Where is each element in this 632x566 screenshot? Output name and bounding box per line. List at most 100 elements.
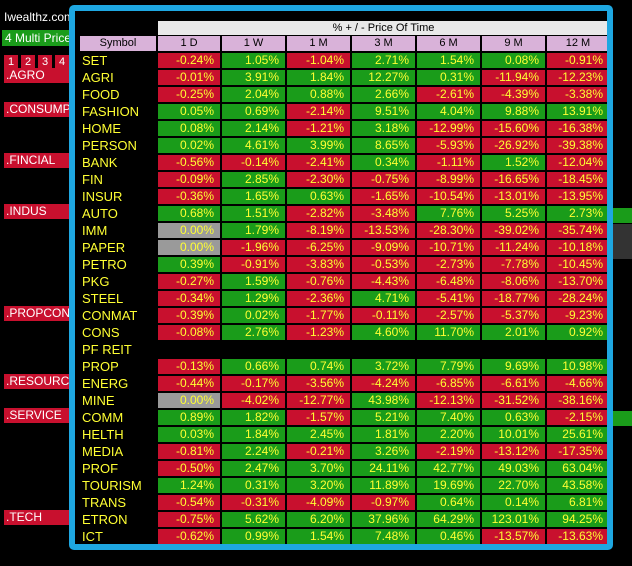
symbol-cell[interactable]: ETRON <box>82 512 128 527</box>
table-row[interactable]: TRANS -0.54% -0.31% -4.09% -0.97% 0.64% 0.14% 6… <box>80 494 607 511</box>
symbol-cell[interactable]: STEEL <box>82 291 124 306</box>
symbol-cell[interactable]: INSUR <box>82 189 123 204</box>
table-row[interactable]: FIN -0.09% 2.85% -2.30% -0.75% -8.99% -16.65% -… <box>80 171 607 188</box>
value-cell: 2.85% <box>222 172 285 187</box>
symbol-cell[interactable]: MINE <box>82 393 115 408</box>
table-row[interactable]: FOOD -0.25% 2.04% 0.88% 2.66% -2.61% -4.39% -3.… <box>80 86 607 103</box>
table-row[interactable]: PROF -0.50% 2.47% 3.70% 24.11% 42.77% 49.03% 63… <box>80 460 607 477</box>
symbol-cell[interactable]: FOOD <box>82 87 120 102</box>
sector-service[interactable]: .SERVICE <box>4 408 80 423</box>
value-cell: -4.02% <box>222 393 285 408</box>
value-cell: -39.02% <box>482 223 545 238</box>
table-row[interactable]: AUTO 0.68% 1.51% -2.82% -3.48% 7.76% 5.25% 2.73… <box>80 205 607 222</box>
symbol-cell[interactable]: TOURISM <box>82 478 142 493</box>
value-cell: -0.01% <box>158 70 220 85</box>
value-cell: -13.57% <box>482 529 545 544</box>
symbol-cell[interactable]: AUTO <box>82 206 118 221</box>
table-row[interactable]: PETRO 0.39% -0.91% -3.83% -0.53% -2.73% -7.78%… <box>80 256 607 273</box>
value-cell: -0.24% <box>158 53 220 68</box>
value-cell: -0.27% <box>158 274 220 289</box>
table-row[interactable]: SET -0.24% 1.05% -1.04% 2.71% 1.54% 0.08% -0.91… <box>80 52 607 69</box>
symbol-cell[interactable]: FASHION <box>82 104 140 119</box>
table-row[interactable]: INSUR -0.36% 1.65% 0.63% -1.65% -10.54% -13.01… <box>80 188 607 205</box>
value-cell: -11.24% <box>482 240 545 255</box>
symbol-cell[interactable]: BANK <box>82 155 118 170</box>
symbol-cell[interactable]: IMM <box>82 223 108 238</box>
col-header-1d[interactable]: 1 D <box>158 36 220 51</box>
symbol-header[interactable]: Symbol <box>80 36 156 51</box>
table-row[interactable]: PKG -0.27% 1.59% -0.76% -4.43% -6.48% -8.06% -1… <box>80 273 607 290</box>
table-row[interactable]: CONS -0.08% 2.76% -1.23% 4.60% 11.70% 2.01% 0.9… <box>80 324 607 341</box>
table-row[interactable]: PAPER 0.00% -1.96% -6.25% -9.09% -10.71% -11.2… <box>80 239 607 256</box>
table-row[interactable]: AGRI -0.01% 3.91% 1.84% 12.27% 0.31% -11.94% -1… <box>80 69 607 86</box>
value-cell: 10.98% <box>547 359 607 374</box>
sector-fincial[interactable]: .FINCIAL <box>4 153 80 168</box>
table-row[interactable]: COMM 0.89% 1.82% -1.57% 5.21% 7.40% 0.63% -2.15… <box>80 409 607 426</box>
value-cell: 3.26% <box>352 444 415 459</box>
symbol-cell[interactable]: PKG <box>82 274 110 289</box>
sector-indus[interactable]: .INDUS <box>4 204 80 219</box>
symbol-cell[interactable]: PERSON <box>82 138 137 153</box>
table-row[interactable]: PERSON 0.02% 4.61% 3.99% 8.65% -5.93% -26.92% -… <box>80 137 607 154</box>
symbol-cell[interactable]: HELTH <box>82 427 124 442</box>
value-cell: -0.11% <box>352 308 415 323</box>
symbol-cell[interactable]: PF REIT <box>82 342 132 357</box>
table-row[interactable]: MINE 0.00% -4.02% -12.77% 43.98% -12.13% -31.5… <box>80 392 607 409</box>
symbol-cell[interactable]: ENERG <box>82 376 129 391</box>
col-header-6m[interactable]: 6 M <box>417 36 480 51</box>
value-cell: -2.61% <box>417 87 480 102</box>
value-cell: 49.03% <box>482 461 545 476</box>
page-button-3[interactable]: 3 <box>38 55 52 69</box>
value-cell: 6.81% <box>547 495 607 510</box>
multi-price-button[interactable]: 4 Multi Price <box>2 30 78 46</box>
page-button-1[interactable]: 1 <box>4 55 18 69</box>
value-cell: 2.73% <box>547 206 607 221</box>
symbol-cell[interactable]: PETRO <box>82 257 127 272</box>
sector-resourc[interactable]: .RESOURC <box>4 374 80 389</box>
symbol-cell[interactable]: CONMAT <box>82 308 138 323</box>
symbol-cell[interactable]: PROF <box>82 461 119 476</box>
symbol-cell[interactable]: PAPER <box>82 240 126 255</box>
page-button-2[interactable]: 2 <box>21 55 35 69</box>
col-header-1m[interactable]: 1 M <box>287 36 350 51</box>
table-row[interactable]: HOME 0.08% 2.14% -1.21% 3.18% -12.99% -15.60% -… <box>80 120 607 137</box>
table-row[interactable]: PF REIT <box>80 341 607 358</box>
table-row[interactable]: HELTH 0.03% 1.84% 2.45% 1.81% 2.20% 10.01% 25.6… <box>80 426 607 443</box>
table-row[interactable]: FASHION 0.05% 0.69% -2.14% 9.51% 4.04% 9.88% 13… <box>80 103 607 120</box>
value-cell: -15.60% <box>482 121 545 136</box>
page-button-4[interactable]: 4 <box>55 55 69 69</box>
table-row[interactable]: ENERG -0.44% -0.17% -3.56% -4.24% -6.85% -6.61… <box>80 375 607 392</box>
value-cell: 9.51% <box>352 104 415 119</box>
table-row[interactable]: PROP -0.13% 0.66% 0.74% 3.72% 7.79% 9.69% 10.98… <box>80 358 607 375</box>
sector-tech[interactable]: .TECH <box>4 510 80 525</box>
table-row[interactable]: IMM 0.00% 1.79% -8.19% -13.53% -28.30% -39.02%… <box>80 222 607 239</box>
symbol-cell[interactable]: PROP <box>82 359 119 374</box>
table-row[interactable]: MEDIA -0.81% 2.24% -0.21% 3.26% -2.19% -13.12%… <box>80 443 607 460</box>
sector-propcon[interactable]: .PROPCON <box>4 306 80 321</box>
value-cell: -2.36% <box>287 291 350 306</box>
col-header-1w[interactable]: 1 W <box>222 36 285 51</box>
symbol-cell[interactable]: HOME <box>82 121 121 136</box>
symbol-cell[interactable]: SET <box>82 53 108 68</box>
symbol-cell[interactable]: MEDIA <box>82 444 124 459</box>
table-row[interactable]: TOURISM 1.24% 0.31% 3.20% 11.89% 19.69% 22.70%… <box>80 477 607 494</box>
table-row[interactable]: STEEL -0.34% 1.29% -2.36% 4.71% -5.41% -18.77%… <box>80 290 607 307</box>
col-header-12m[interactable]: 12 M <box>547 36 607 51</box>
value-cell: -0.54% <box>158 495 220 510</box>
sector-consump[interactable]: .CONSUMP <box>4 102 80 117</box>
symbol-cell[interactable]: ICT <box>82 529 103 544</box>
table-row[interactable]: ETRON -0.75% 5.62% 6.20% 37.96% 64.29% 123.01%… <box>80 511 607 528</box>
symbol-cell[interactable]: AGRI <box>82 70 114 85</box>
sector-agro[interactable]: .AGRO <box>4 68 80 83</box>
symbol-cell[interactable]: COMM <box>82 410 124 425</box>
col-header-9m[interactable]: 9 M <box>482 36 545 51</box>
symbol-cell[interactable]: CONS <box>82 325 120 340</box>
symbol-cell[interactable]: FIN <box>82 172 103 187</box>
symbol-cell[interactable]: TRANS <box>82 495 127 510</box>
col-header-3m[interactable]: 3 M <box>352 36 415 51</box>
value-cell: -2.82% <box>287 206 350 221</box>
value-cell: 3.20% <box>287 478 350 493</box>
table-row[interactable]: ICT -0.62% 0.99% 1.54% 7.48% 0.46% -13.57% -13.… <box>80 528 607 544</box>
table-row[interactable]: BANK -0.56% -0.14% -2.41% 0.34% -1.11% 1.52% -1… <box>80 154 607 171</box>
table-row[interactable]: CONMAT -0.39% 0.02% -1.77% -0.11% -2.57% -5.37… <box>80 307 607 324</box>
